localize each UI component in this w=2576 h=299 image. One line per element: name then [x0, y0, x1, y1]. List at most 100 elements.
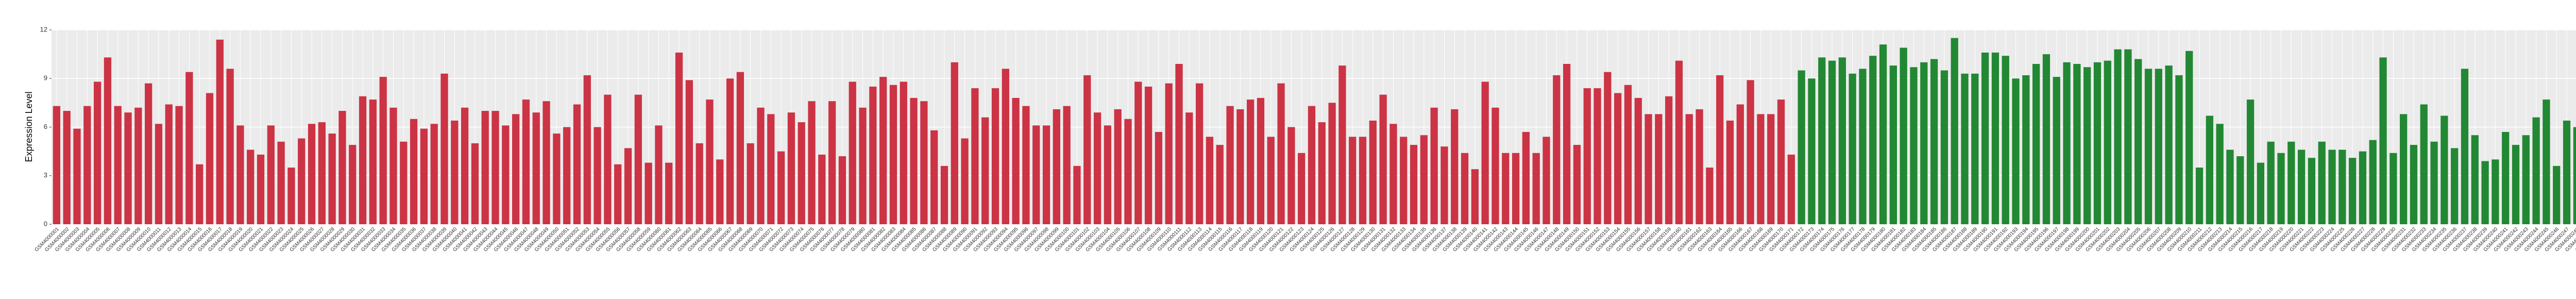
- bar: [338, 111, 346, 224]
- bar: [298, 138, 306, 224]
- bar: [991, 88, 999, 224]
- bar: [318, 122, 326, 224]
- bar: [155, 124, 163, 224]
- bar: [859, 107, 867, 224]
- bar: [440, 73, 448, 224]
- bar: [2053, 77, 2060, 224]
- bar: [1053, 109, 1060, 224]
- bar: [400, 141, 408, 224]
- bar: [2134, 59, 2142, 225]
- bar: [2257, 162, 2265, 224]
- bar: [104, 57, 112, 225]
- bar: [2492, 159, 2499, 224]
- bar: [328, 134, 336, 224]
- bar: [1512, 153, 1520, 224]
- bar: [257, 154, 265, 224]
- bar: [1665, 96, 1673, 224]
- bar: [1492, 107, 1499, 224]
- bar: [492, 111, 499, 224]
- bar: [1940, 70, 1948, 224]
- bar: [1900, 47, 1907, 224]
- bar: [308, 124, 316, 224]
- bar: [1685, 114, 1693, 224]
- bar: [787, 112, 795, 224]
- bar: [369, 99, 377, 224]
- bar: [2328, 150, 2336, 224]
- bar: [2502, 131, 2510, 224]
- bar: [2471, 135, 2479, 224]
- bar: [1502, 153, 1510, 224]
- bar: [1349, 137, 1357, 224]
- y-tick-label: 3: [44, 171, 47, 179]
- bar: [2563, 120, 2571, 224]
- bar: [2573, 127, 2576, 224]
- bar: [1879, 44, 1887, 225]
- bar: [1594, 88, 1601, 224]
- bar: [1247, 99, 1255, 224]
- bar: [1726, 120, 1734, 224]
- bar: [1185, 112, 1193, 224]
- bar: [512, 114, 520, 224]
- bar: [757, 107, 765, 224]
- bar: [696, 143, 703, 224]
- bar: [1236, 109, 1244, 224]
- bar: [1951, 38, 1958, 224]
- bar: [53, 106, 61, 224]
- bar: [828, 101, 836, 224]
- bar: [1787, 154, 1795, 224]
- y-axis-label: Expression Level: [24, 91, 34, 162]
- bar: [2308, 158, 2316, 224]
- bar: [2543, 99, 2550, 224]
- bar: [594, 127, 601, 224]
- bar: [1583, 88, 1591, 224]
- bar: [2267, 141, 2275, 224]
- bar: [1195, 83, 1204, 225]
- bar: [1961, 73, 1969, 224]
- bar: [1359, 137, 1367, 224]
- bar: [2073, 63, 2081, 224]
- bar: [1696, 109, 1703, 224]
- bar: [716, 159, 724, 224]
- bar: [185, 72, 193, 224]
- bar: [1543, 137, 1550, 224]
- bar: [675, 52, 683, 224]
- y-tick-label: 6: [44, 123, 47, 130]
- bar: [2359, 151, 2367, 224]
- bar: [1400, 137, 1408, 224]
- bar: [879, 77, 887, 224]
- bar: [981, 117, 989, 224]
- bar: [1277, 83, 1285, 225]
- bar: [1634, 97, 1642, 224]
- bar: [2420, 104, 2428, 224]
- bar: [134, 107, 142, 224]
- bar: [1655, 114, 1663, 224]
- bar: [83, 106, 91, 224]
- bar: [481, 111, 489, 224]
- bar: [236, 125, 244, 224]
- bar: [2104, 60, 2111, 225]
- bar: [818, 154, 826, 224]
- bar: [604, 94, 612, 224]
- bar: [1736, 104, 1744, 224]
- bar: [2512, 145, 2520, 224]
- y-tick-label: 9: [44, 74, 47, 82]
- bar: [2348, 158, 2357, 224]
- bar: [1104, 125, 1111, 224]
- bar: [1063, 106, 1071, 224]
- bar: [2246, 99, 2255, 224]
- bar: [1155, 131, 1163, 224]
- bar: [2063, 62, 2071, 224]
- bar: [1073, 165, 1081, 224]
- bar: [1910, 67, 1918, 224]
- bar: [1706, 168, 1714, 224]
- bar: [2124, 49, 2132, 224]
- bar: [430, 124, 438, 224]
- bar: [2226, 150, 2234, 224]
- bar: [726, 78, 734, 224]
- bar: [1287, 127, 1295, 224]
- bar: [1930, 59, 1938, 225]
- bar: [736, 72, 744, 224]
- bar: [2022, 75, 2030, 224]
- bar: [2410, 145, 2418, 224]
